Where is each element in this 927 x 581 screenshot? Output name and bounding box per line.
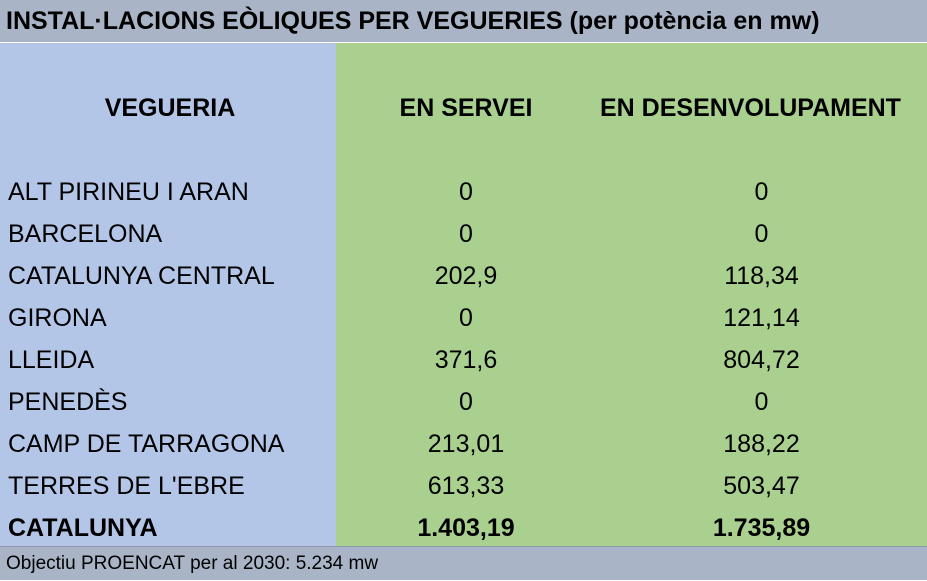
footer-note: Objectiu PROENCAT per al 2030: 5.234 mw	[0, 546, 927, 580]
table-row: BARCELONA 0 0	[0, 213, 927, 255]
en-desenvolupament-cell: 118,34	[724, 262, 799, 290]
vegueria-cell: BARCELONA	[8, 220, 163, 248]
table-row: TERRES DE L'EBRE 613,33 503,47	[0, 465, 927, 507]
en-servei-cell: 0	[459, 220, 473, 248]
table-row: PENEDÈS 0 0	[0, 381, 927, 423]
en-servei-cell: 0	[459, 304, 473, 332]
table-row: LLEIDA 371,6 804,72	[0, 339, 927, 381]
header-vegueria: VEGUERIA	[104, 94, 236, 122]
en-servei-cell: 202,9	[434, 262, 498, 290]
vegueria-cell: CATALUNYA CENTRAL	[8, 262, 275, 290]
en-servei-cell: 0	[459, 388, 473, 416]
en-servei-cell: 213,01	[427, 430, 505, 458]
en-desenvolupament-cell: 0	[754, 178, 769, 206]
vegueria-column-bg	[0, 43, 336, 546]
table-row: CAMP DE TARRAGONA 213,01 188,22	[0, 423, 927, 465]
vegueria-cell: LLEIDA	[8, 346, 95, 374]
total-en-desenvolupament-cell: 1.735,89	[712, 514, 811, 542]
en-desenvolupament-cell: 804,72	[723, 346, 800, 374]
vegueria-cell: ALT PIRINEU I ARAN	[8, 178, 249, 206]
vegueria-cell: PENEDÈS	[8, 388, 128, 416]
table-row: ALT PIRINEU I ARAN 0 0	[0, 171, 927, 213]
table-row: GIRONA 0 121,14	[0, 297, 927, 339]
total-vegueria-cell: CATALUNYA	[8, 514, 158, 542]
table-row: CATALUNYA CENTRAL 202,9 118,34	[0, 255, 927, 297]
table-body: ALT PIRINEU I ARAN 0 0 BARCELONA 0 0 CAT…	[0, 171, 927, 549]
total-row: CATALUNYA 1.403,19 1.735,89	[0, 507, 927, 549]
en-servei-cell: 0	[459, 178, 473, 206]
total-en-servei-cell: 1.403,19	[417, 514, 515, 542]
en-desenvolupament-cell: 0	[754, 388, 769, 416]
en-desenvolupament-cell: 503,47	[723, 472, 800, 500]
en-desenvolupament-cell: 121,14	[723, 304, 800, 332]
table-title: INSTAL·LACIONS EÒLIQUES PER VEGUERIES (p…	[0, 0, 927, 43]
en-desenvolupament-cell: 0	[754, 220, 769, 248]
en-servei-cell: 371,6	[434, 346, 498, 374]
en-desenvolupament-cell: 188,22	[723, 430, 800, 458]
en-servei-cell: 613,33	[427, 472, 505, 500]
vegueria-cell: CAMP DE TARRAGONA	[8, 430, 285, 458]
vegueria-cell: TERRES DE L'EBRE	[8, 472, 245, 500]
values-column-bg	[336, 43, 927, 546]
header-en-servei: EN SERVEI	[399, 94, 533, 122]
vegueria-cell: GIRONA	[8, 304, 107, 332]
header-en-desenvolupament: EN DESENVOLUPAMENT	[600, 94, 901, 122]
